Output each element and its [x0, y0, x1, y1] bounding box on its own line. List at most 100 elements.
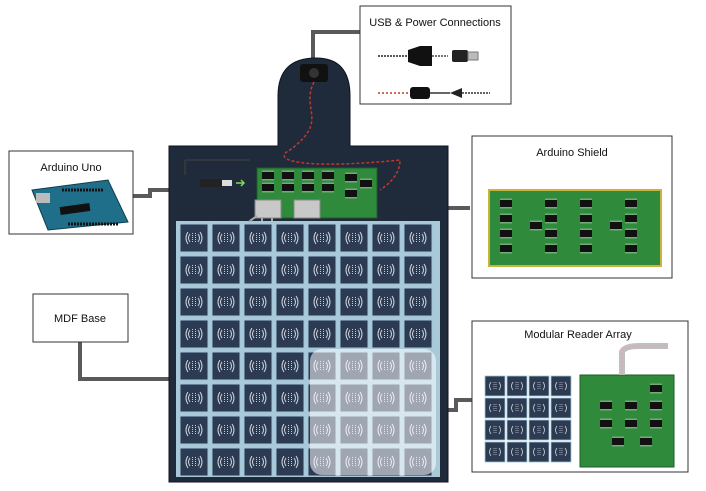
reader-pcb-chip	[649, 418, 663, 429]
board-shield-chip	[321, 170, 335, 181]
mini-reader-tile	[528, 397, 550, 419]
reader-tile	[403, 287, 433, 317]
reader-tile	[403, 255, 433, 285]
reader-tile	[371, 255, 401, 285]
board-shield	[248, 167, 378, 223]
reader-tile	[339, 223, 369, 253]
mini-reader-tile	[506, 397, 528, 419]
mini-reader-tile	[528, 441, 550, 463]
mdf-base-label: MDF Base	[54, 313, 106, 325]
reader-tile	[243, 287, 273, 317]
reader-pcb-chip	[639, 436, 653, 447]
power-jack	[300, 64, 328, 82]
reader-tile	[179, 255, 209, 285]
mini-reader-tile	[484, 375, 506, 397]
shield-chip	[499, 198, 513, 209]
reader-tile	[339, 287, 369, 317]
reader-tile	[179, 319, 209, 349]
mini-reader-tile	[484, 441, 506, 463]
mini-reader-tile	[550, 441, 572, 463]
board-shield-chip	[281, 170, 295, 181]
shield-chip	[624, 228, 638, 239]
shield-chip	[579, 213, 593, 224]
reader-tile	[275, 319, 305, 349]
reader-pcb-chip	[624, 400, 638, 411]
reader-tile	[211, 383, 241, 413]
reader-tile	[339, 319, 369, 349]
reader-pcb-chip	[649, 400, 663, 411]
reader-tile	[339, 255, 369, 285]
reader-tile	[371, 223, 401, 253]
power-cable-icon	[378, 87, 490, 99]
reader-tile	[243, 319, 273, 349]
reader-tile	[371, 287, 401, 317]
reader-pcb-chip	[624, 418, 638, 429]
reader-tile	[211, 255, 241, 285]
shield-chip	[544, 243, 558, 254]
reader-pcb-chip	[599, 418, 613, 429]
shield-chip	[624, 243, 638, 254]
reader-tile	[211, 223, 241, 253]
reader-tile	[211, 447, 241, 477]
reader-tile	[243, 415, 273, 445]
shield-chip	[624, 213, 638, 224]
arduino-uno-callout: Arduino Uno	[8, 150, 134, 235]
shield-chip	[499, 213, 513, 224]
reader-tile	[275, 287, 305, 317]
arduino-shield-callout: Arduino Shield	[471, 135, 673, 279]
reader-tile	[179, 223, 209, 253]
arduino-uno-board-icon	[31, 179, 129, 231]
reader-tile	[307, 319, 337, 349]
reader-tile	[179, 351, 209, 381]
reader-tile	[243, 383, 273, 413]
modular-reader-array-callout: Modular Reader Array	[471, 320, 689, 473]
reader-tile	[211, 319, 241, 349]
reader-tile	[179, 447, 209, 477]
mini-reader-tile	[484, 419, 506, 441]
reader-tile	[403, 223, 433, 253]
reader-tile	[243, 447, 273, 477]
board-shield-chip	[281, 182, 295, 193]
board-shield-chip	[359, 178, 373, 189]
board-shield-chip	[301, 182, 315, 193]
board-shield-chip	[344, 188, 358, 199]
usb-power-callout: USB & Power Connections	[359, 5, 512, 105]
shield-chip	[579, 228, 593, 239]
usb-cable-trace	[184, 159, 250, 175]
reader-tile	[275, 447, 305, 477]
reader-tile	[275, 415, 305, 445]
shield-chip	[624, 198, 638, 209]
board-shield-chip	[261, 170, 275, 181]
shield-chip	[544, 228, 558, 239]
shield-chip	[499, 228, 513, 239]
mini-reader-tile	[528, 419, 550, 441]
mdf-board	[168, 57, 449, 483]
reader-tile	[275, 351, 305, 381]
shield-chip	[529, 220, 543, 231]
modular-reader-array-label: Modular Reader Array	[524, 329, 632, 341]
reader-tile	[307, 223, 337, 253]
reader-tile	[211, 415, 241, 445]
board-shield-chip	[301, 170, 315, 181]
reader-pcb-chip	[611, 436, 625, 447]
shield-chip	[579, 198, 593, 209]
board-shield-chip	[321, 182, 335, 193]
mini-reader-tile	[528, 375, 550, 397]
reader-tile	[243, 351, 273, 381]
reader-tile	[179, 383, 209, 413]
reader-tile	[307, 287, 337, 317]
usb-cable-icon	[378, 46, 479, 66]
reader-tile	[243, 223, 273, 253]
reader-tile	[179, 415, 209, 445]
reader-tile	[371, 319, 401, 349]
highlighted-block	[310, 349, 436, 475]
usb-connector-line	[311, 30, 360, 65]
shield-chip	[499, 243, 513, 254]
reader-tile	[275, 223, 305, 253]
reader-tile	[179, 287, 209, 317]
reader-tile	[307, 255, 337, 285]
arduino-shield-label: Arduino Shield	[536, 147, 608, 159]
reader-tile	[243, 255, 273, 285]
board-shield-chip	[261, 182, 275, 193]
